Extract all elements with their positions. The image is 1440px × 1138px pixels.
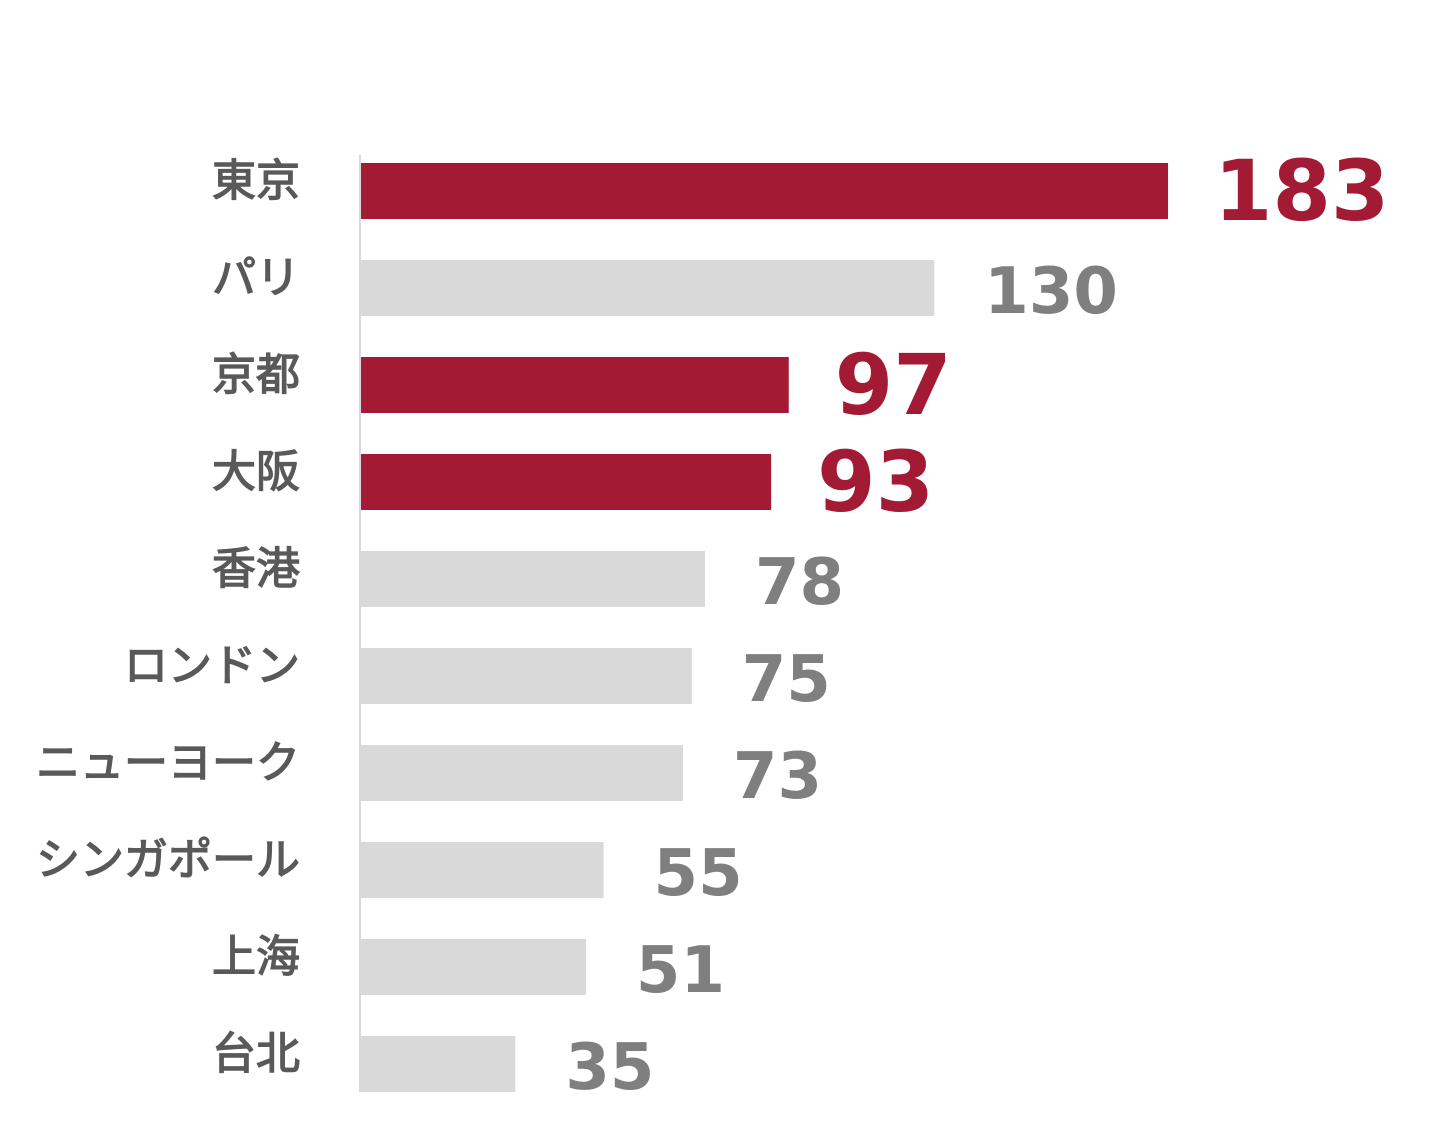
category-label: 大阪 <box>212 447 300 498</box>
bar <box>361 648 692 704</box>
value-label: 35 <box>565 1031 654 1105</box>
category-label: 香港 <box>212 544 301 595</box>
bar <box>361 260 935 316</box>
bar <box>361 939 586 995</box>
category-label: シンガポール <box>36 835 300 886</box>
category-label: ロンドン <box>124 641 300 692</box>
category-label: 東京 <box>212 156 300 207</box>
value-label: 55 <box>654 837 743 911</box>
bar <box>361 842 604 898</box>
value-label: 97 <box>835 336 952 434</box>
value-label: 75 <box>742 643 831 717</box>
bar <box>361 1036 516 1092</box>
value-label: 73 <box>733 740 822 814</box>
category-label: 京都 <box>212 350 300 401</box>
value-label: 78 <box>755 546 844 620</box>
bars-group <box>361 163 1169 1092</box>
bar <box>361 163 1169 219</box>
category-label: 上海 <box>212 932 300 983</box>
bar <box>361 551 705 607</box>
value-label: 93 <box>817 433 934 531</box>
value-label: 51 <box>636 934 725 1008</box>
value-label: 130 <box>984 255 1118 329</box>
value-label: 183 <box>1214 142 1389 240</box>
category-label: ニューヨーク <box>36 738 300 789</box>
bar <box>361 357 789 413</box>
category-label: 台北 <box>212 1029 300 1080</box>
bar <box>361 745 683 801</box>
bar <box>361 454 772 510</box>
category-label: パリ <box>212 253 300 304</box>
